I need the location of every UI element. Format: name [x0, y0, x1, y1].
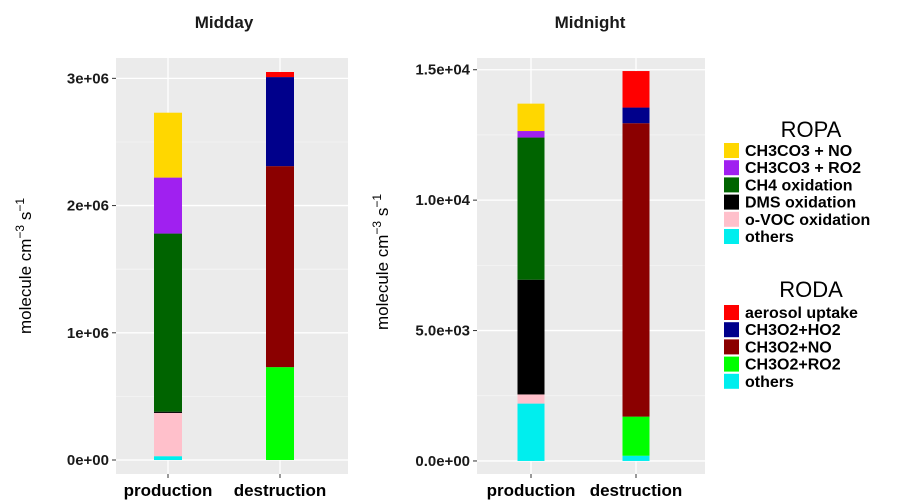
- y-tick-label: 0.0e+00: [415, 453, 470, 470]
- y-tick-label: 1.0e+04: [415, 192, 470, 209]
- x-tick-label-production: production: [487, 481, 576, 500]
- y-tick-label: 0e+00: [67, 452, 109, 469]
- legend-label-ch3o2-ho2: CH3O2+HO2: [745, 322, 841, 339]
- legend-swatch-o-voc-oxidation: [724, 212, 739, 227]
- bar-segment-production-ch3co3-no: [518, 104, 545, 131]
- bar-segment-destruction-ch3o2-no: [266, 166, 294, 367]
- midnight-plot-background: [477, 58, 705, 474]
- legend-swatch-dms-oxidation: [724, 195, 739, 210]
- midnight-y-ticks: 0.0e+00 5.0e+03 1.0e+04 1.5e+04: [415, 62, 477, 470]
- legend-label-aerosol-uptake: aerosol uptake: [745, 305, 858, 322]
- y-tick-label: 5.0e+03: [415, 323, 470, 340]
- x-tick-label-destruction: destruction: [590, 481, 683, 500]
- bar-segment-production-dms-oxidation: [154, 412, 182, 413]
- legend-swatch-ch4-oxidation: [724, 177, 739, 192]
- legend-swatch-ch3o2-ro2: [724, 357, 739, 372]
- midday-plot-background: [116, 58, 348, 474]
- legend-label-o-voc-oxidation: o-VOC oxidation: [745, 212, 870, 229]
- legend-swatch-others: [724, 229, 739, 244]
- legend-label-ch3co3-no: CH3CO3 + NO: [745, 143, 852, 160]
- midday-x-ticks: production destruction: [124, 474, 327, 500]
- legend-swatch-ch3co3-ro2: [724, 160, 739, 175]
- bar-segment-production-ch4-oxidation: [518, 138, 545, 280]
- bar-segment-production-ch3co3-ro2: [154, 178, 182, 234]
- legend-swatch-ch3o2-ho2: [724, 322, 739, 337]
- midnight-panel: Midnight 0.0e+00 5.0e+03 1.0e+04 1.5e+04 pr…: [370, 13, 705, 500]
- bar-segment-production-ch3co3-no: [154, 113, 182, 178]
- legend-label-ch3o2-no: CH3O2+NO: [745, 339, 832, 356]
- midnight-title: Midnight: [555, 13, 626, 32]
- x-tick-label-production: production: [124, 481, 213, 500]
- bar-segment-destruction-aerosol-uptake: [623, 71, 650, 108]
- bar-segment-production-o-voc-oxidation: [154, 413, 182, 456]
- midday-panel: Midday 0e+00 1e+06 2e+06 3e+06 production de…: [13, 13, 348, 500]
- legend-ropa-title: ROPA: [781, 117, 842, 142]
- midnight-x-ticks: production destruction: [487, 474, 683, 500]
- bar-segment-production-others: [518, 404, 545, 461]
- bar-segment-destruction-others: [623, 456, 650, 461]
- bar-segment-destruction-ch3o2-ro2: [266, 367, 294, 460]
- legend-swatch-others: [724, 374, 739, 389]
- y-tick-label: 2e+06: [67, 198, 109, 215]
- legend-label-others: others: [745, 229, 794, 246]
- bar-segment-destruction-aerosol-uptake: [266, 72, 294, 77]
- midday-y-axis-label: molecule cm−3 s−1: [13, 198, 35, 334]
- x-tick-label-destruction: destruction: [234, 481, 327, 500]
- legend-swatch-ch3co3-no: [724, 143, 739, 158]
- legend-swatch-ch3o2-no: [724, 339, 739, 354]
- bar-segment-destruction-ch3o2-no: [623, 123, 650, 416]
- y-tick-label: 1e+06: [67, 325, 109, 342]
- legend-label-others: others: [745, 374, 794, 391]
- bar-segment-production-ch3co3-ro2: [518, 131, 545, 138]
- legend-swatch-aerosol-uptake: [724, 305, 739, 320]
- legend-roda-title: RODA: [779, 277, 843, 302]
- legend-label-ch3co3-ro2: CH3CO3 + RO2: [745, 160, 861, 177]
- bar-segment-production-o-voc-oxidation: [518, 394, 545, 403]
- y-tick-label: 3e+06: [67, 70, 109, 87]
- legend-label-ch4-oxidation: CH4 oxidation: [745, 177, 853, 194]
- bar-segment-production-dms-oxidation: [518, 280, 545, 395]
- bar-segment-production-ch4-oxidation: [154, 234, 182, 412]
- legend-roda: RODA aerosol uptakeCH3O2+HO2CH3O2+NOCH3O…: [724, 277, 858, 391]
- midday-title: Midday: [195, 13, 254, 32]
- midnight-y-axis-label: molecule cm−3 s−1: [370, 194, 392, 330]
- legend-label-ch3o2-ro2: CH3O2+RO2: [745, 357, 841, 374]
- bar-segment-production-others: [154, 456, 182, 460]
- midday-y-ticks: 0e+00 1e+06 2e+06 3e+06: [67, 70, 116, 469]
- legend-label-dms-oxidation: DMS oxidation: [745, 195, 856, 212]
- bar-segment-destruction-ch3o2-ho2: [266, 77, 294, 166]
- y-tick-label: 1.5e+04: [415, 62, 470, 79]
- bar-segment-destruction-ch3o2-ho2: [623, 108, 650, 124]
- bar-segment-destruction-ch3o2-ro2: [623, 417, 650, 456]
